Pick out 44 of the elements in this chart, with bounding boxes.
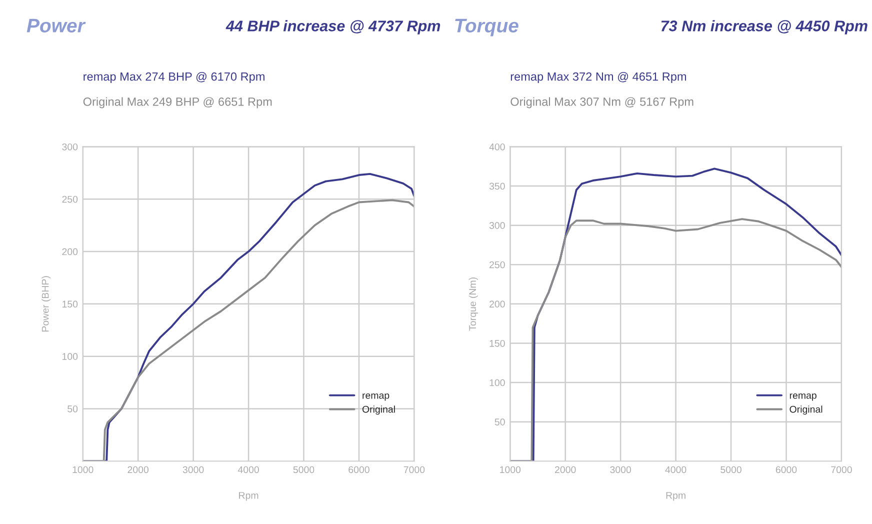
y-axis-title: Torque (Nm) [468,278,478,331]
y-tick-label: 300 [489,222,505,229]
x-axis-title: Rpm [666,492,686,501]
x-tick-label: 2000 [555,466,576,474]
text: Original Max 307 Nm @ 5167 Rpm [510,97,694,108]
x-tick-label: 1000 [72,466,94,474]
x-tick-label: 4000 [238,466,259,474]
x-tick-label: 5000 [720,466,742,474]
x-tick-label: 3000 [610,466,632,474]
legend-label: remap [362,393,390,401]
y-tick-label: 150 [490,340,505,347]
y-tick-label: 50 [494,418,505,426]
y-tick-label: 400 [489,143,505,150]
y-tick-label: 300 [62,143,78,150]
chart-subtitle: 73 Nm increase @ 4450 Rpm [661,20,868,34]
chart-title: Power [26,18,86,32]
x-tick-label: 4000 [665,466,686,474]
legend-label: Original [362,406,395,415]
x-tick-label: 3000 [182,466,204,474]
chart-title: Torque [455,18,518,36]
y-tick-label: 350 [489,182,505,190]
chart-subtitle: 44 BHP increase @ 4737 Rpm [226,20,440,34]
x-tick-label: 2000 [128,466,148,474]
x-tick-label: 5000 [293,466,314,474]
text: remap Max 274 BHP @ 6170 Rpm [84,72,264,84]
legend-label: Original [790,406,822,415]
text: Original Max 249 BHP @ 6651 Rpm [83,97,272,108]
y-axis-title: Power (BHP) [42,276,51,332]
y-tick-label: 150 [62,300,78,308]
legend-label: remap [790,393,816,401]
y-tick-label: 100 [62,353,78,360]
x-axis-title: Rpm [239,492,258,501]
y-tick-label: 200 [490,300,505,308]
y-tick-label: 250 [62,196,78,203]
x-tick-label: 1000 [500,466,521,474]
x-tick-label: 7000 [404,466,425,474]
y-tick-label: 100 [490,379,505,386]
text: remap Max 372 Nm @ 4651 Rpm [510,72,686,84]
y-tick-label: 200 [62,248,78,256]
x-tick-label: 7000 [831,466,852,474]
x-tick-label: 6000 [348,466,370,474]
x-tick-label: 6000 [776,466,797,474]
y-tick-label: 250 [490,261,505,268]
y-tick-label: 50 [68,405,78,412]
